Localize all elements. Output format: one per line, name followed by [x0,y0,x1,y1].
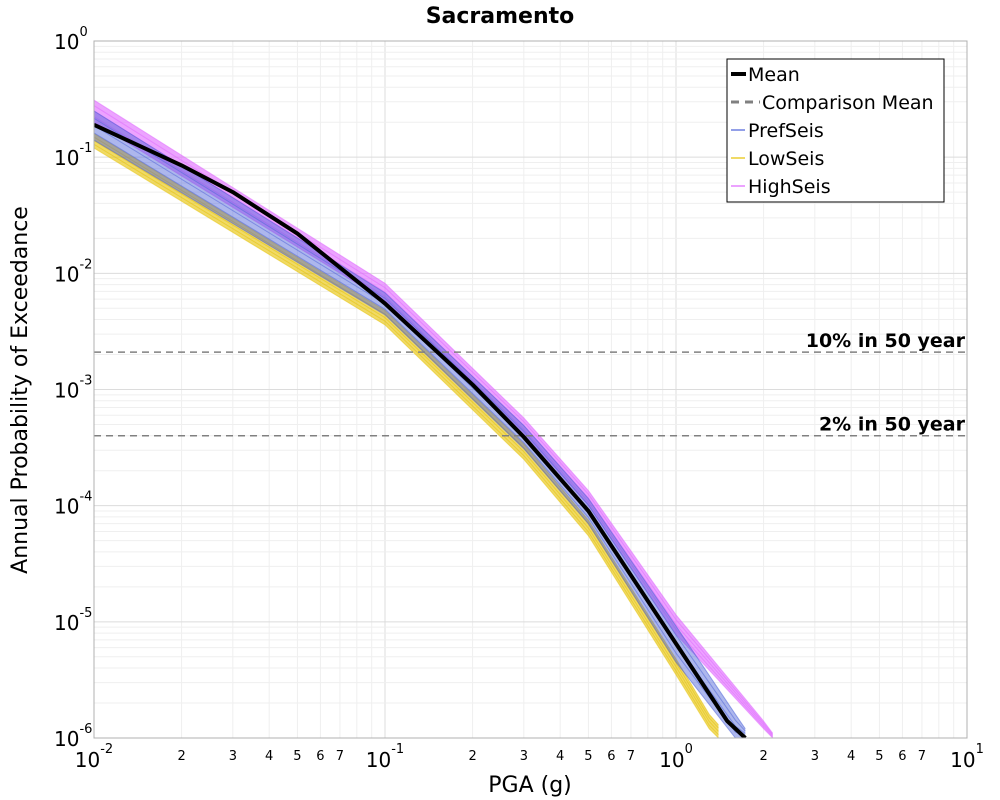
x-minor-tick-label: 2 [177,749,185,764]
x-minor-tick-label: 5 [293,749,301,764]
y-tick-label: 10-6 [54,722,92,751]
series-line-prefseis [94,139,746,738]
series-line-lowseis [94,140,719,732]
x-minor-tick-label: 3 [520,749,528,764]
x-minor-tick-label: 6 [898,749,906,764]
reference-line-label: 10% in 50 year [806,330,966,352]
x-tick-label: 100 [659,742,693,772]
band-prefseis [94,110,746,738]
x-minor-tick-label: 6 [316,749,324,764]
mean-curve-layer [94,122,747,738]
grid [93,41,967,739]
x-minor-tick-label: 3 [229,749,237,764]
series-line-prefseis [94,117,746,732]
legend-label: HighSeis [748,176,831,198]
legend-label: LowSeis [748,148,824,170]
series-line-mean [94,122,747,738]
x-minor-tick-label: 4 [556,749,564,764]
x-tick-label: 10-1 [366,742,404,772]
reference-line-label: 2% in 50 year [819,414,966,436]
x-minor-tick-label: 6 [607,749,615,764]
y-tick-label: 10-1 [54,141,92,170]
legend-box [726,58,945,203]
legend-label: Comparison Mean [762,92,934,114]
y-tick-label: 10-5 [54,606,92,635]
x-minor-tick-label: 5 [875,749,883,764]
x-minor-tick-label: 7 [627,749,635,764]
x-minor-tick-label: 7 [336,749,344,764]
series-line-lowseis [94,133,719,726]
reference-lines: 10% in 50 year 2% in 50 year [94,330,967,437]
series-line-highseis [94,105,774,735]
x-tick-label: 101 [950,742,984,772]
y-axis-label: Annual Probability of Exceedance [8,206,33,574]
y-axis-ticks: 100 10-1 10-2 10-3 10-4 10-5 10-6 [54,25,92,751]
x-minor-tick-label: 5 [584,749,592,764]
y-tick-label: 10-4 [54,490,92,519]
y-tick-label: 100 [54,25,88,54]
series-line-lowseis [94,147,719,738]
x-minor-tick-label: 7 [918,749,926,764]
series-line-prefseis [94,110,746,730]
legend-label: Mean [748,64,800,86]
series-line-highseis [94,116,774,738]
x-tick-label: 10-2 [75,742,113,772]
x-minor-tick-label: 4 [847,749,855,764]
series-line-highseis [94,99,774,734]
x-axis-label: PGA (g) [488,773,572,798]
x-minor-tick-label: 2 [759,749,767,764]
plot-frame [93,40,968,739]
y-tick-label: 10-3 [54,374,92,403]
y-tick-label: 10-2 [54,257,92,286]
chart-title: Sacramento [426,4,575,29]
x-minor-tick-label: 3 [811,749,819,764]
legend-label: PrefSeis [748,120,824,142]
x-minor-tick-label: 2 [468,749,476,764]
legend: Mean Comparison Mean PrefSeis LowSeis HighSe… [726,58,945,203]
x-minor-tick-label: 4 [265,749,273,764]
series-line-prefseis [94,132,746,737]
series-bands [94,99,774,738]
series-line-lowseis [94,143,719,736]
